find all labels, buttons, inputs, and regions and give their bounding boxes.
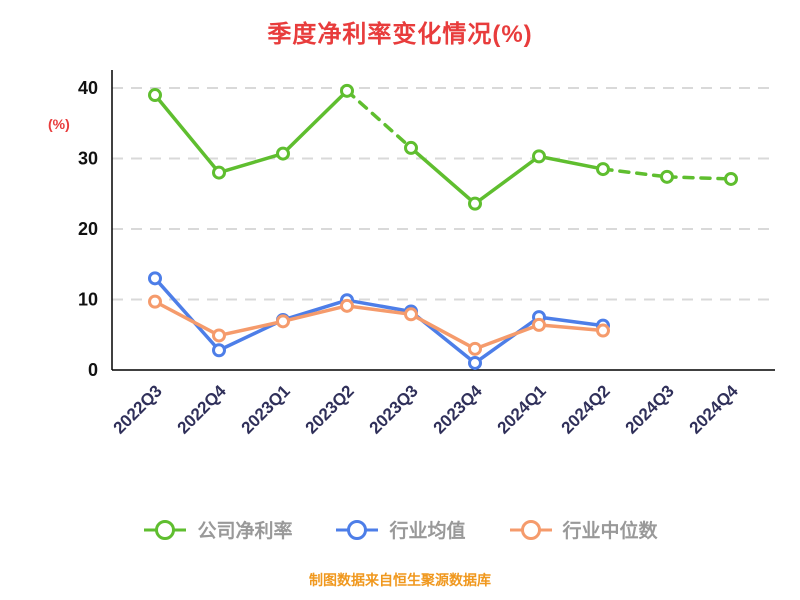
legend-item-0[interactable]: 公司净利率 <box>142 516 292 543</box>
series-segment <box>281 89 349 156</box>
data-point-marker <box>212 328 226 343</box>
series-segment <box>409 312 477 351</box>
data-point-marker <box>596 162 610 177</box>
data-point-marker <box>532 149 546 164</box>
legend: 公司净利率 行业均值 行业中位数 <box>0 516 800 543</box>
legend-item-2[interactable]: 行业中位数 <box>508 516 658 543</box>
y-tick-label: 10 <box>78 290 98 310</box>
x-tick-label: 2023Q3 <box>366 381 422 437</box>
data-point-marker <box>468 341 482 356</box>
data-point-marker <box>404 140 418 155</box>
series-segment <box>345 304 413 317</box>
legend-label: 行业中位数 <box>562 521 658 542</box>
series-segment <box>217 319 285 338</box>
x-tick-label: 2024Q3 <box>622 381 678 437</box>
data-point-marker <box>148 88 162 103</box>
legend-item-1[interactable]: 行业均值 <box>334 516 466 543</box>
series-segment <box>665 175 733 181</box>
data-point-marker <box>276 314 290 329</box>
data-point-marker <box>148 294 162 309</box>
data-point-marker <box>340 83 354 98</box>
series-segment <box>217 151 285 175</box>
data-point-marker <box>468 355 482 370</box>
y-axis-title: (%) <box>48 116 70 132</box>
x-tick-label: 2024Q1 <box>494 381 550 437</box>
legend-marker-icon <box>144 519 187 540</box>
series-segment <box>473 323 541 351</box>
series-segment <box>345 89 413 150</box>
y-tick-label: 20 <box>78 219 98 239</box>
data-point-marker <box>596 323 610 338</box>
legend-label: 行业均值 <box>389 521 466 542</box>
data-point-marker <box>148 271 162 286</box>
data-point-marker <box>724 171 738 186</box>
y-tick-label: 30 <box>78 149 98 169</box>
legend-label: 公司净利率 <box>197 521 293 542</box>
series-segment <box>281 298 349 322</box>
legend-marker-icon <box>509 519 552 540</box>
y-tick-label: 40 <box>78 78 98 98</box>
series-segment <box>345 298 413 314</box>
data-source-note: 制图数据来自恒生聚源数据库 <box>309 572 491 588</box>
data-point-marker <box>276 146 290 161</box>
y-tick-label: 0 <box>88 360 98 380</box>
x-tick-label: 2022Q4 <box>174 381 231 438</box>
series-segment <box>281 304 349 324</box>
series-segment <box>601 167 669 179</box>
x-tick-label: 2024Q4 <box>686 381 743 438</box>
data-point-marker <box>212 165 226 180</box>
x-tick-label: 2023Q4 <box>430 381 487 438</box>
series-segment <box>153 299 221 338</box>
data-point-marker <box>660 169 674 184</box>
series-segment <box>409 146 477 206</box>
data-point-marker <box>532 317 546 332</box>
chart-title: 季度净利率变化情况(%) <box>267 21 533 48</box>
data-point-marker <box>212 343 226 358</box>
x-tick-label: 2023Q1 <box>238 381 294 437</box>
data-point-marker <box>340 298 354 313</box>
series-segment <box>537 154 605 171</box>
data-point-marker <box>468 196 482 211</box>
series-segment <box>537 315 605 328</box>
series-segment <box>153 93 221 175</box>
x-tick-label: 2023Q2 <box>302 381 358 437</box>
series-segment <box>153 276 221 353</box>
series-segment <box>537 323 605 333</box>
x-tick-label: 2022Q3 <box>110 381 166 437</box>
legend-marker-icon <box>336 519 379 540</box>
series-segment <box>473 315 541 365</box>
data-point-marker <box>404 307 418 322</box>
x-tick-label: 2024Q2 <box>558 381 614 437</box>
series-segment <box>473 154 541 206</box>
